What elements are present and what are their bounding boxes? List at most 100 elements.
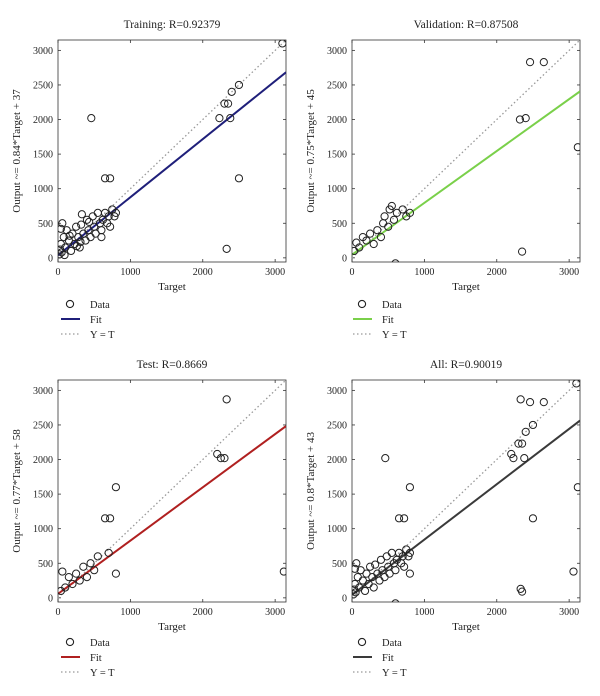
y-tick-label: 3000 (327, 386, 347, 397)
data-point (539, 58, 548, 67)
data-point (517, 247, 527, 256)
legend-data-label: Data (90, 300, 110, 311)
y-tick-label: 1500 (327, 150, 347, 161)
legend: Data Fit Y = T (61, 299, 115, 341)
y-tick-label: 500 (332, 219, 347, 230)
data-point (100, 174, 110, 183)
data-point (391, 599, 400, 602)
data-point (507, 449, 516, 459)
data-point (106, 222, 115, 231)
legend: Data Fit Y = T (353, 299, 407, 341)
data-point (400, 562, 409, 571)
data-point (362, 236, 371, 245)
data-point (380, 212, 389, 221)
data-point (373, 226, 382, 235)
plot-content (352, 380, 580, 602)
data-point (106, 174, 115, 183)
legend-identity-label: Y = T (90, 330, 115, 341)
data-point (222, 395, 231, 404)
data-point (376, 233, 386, 242)
data-point (87, 114, 96, 123)
data-point (371, 560, 380, 569)
data-point (398, 205, 407, 214)
data-point (360, 586, 370, 596)
data-point (111, 208, 121, 217)
x-tick-label: 2000 (193, 607, 213, 618)
fit-line (352, 419, 580, 596)
y-tick-label: 2000 (327, 455, 347, 466)
x-axis-label: Target (158, 621, 186, 633)
x-tick-label: 2000 (487, 267, 507, 278)
legend-fit-label: Fit (382, 653, 394, 664)
x-tick-label: 3000 (265, 267, 285, 278)
y-tick-label: 3000 (33, 46, 53, 57)
data-point (226, 114, 235, 123)
plot-content (58, 380, 286, 599)
data-point (389, 215, 399, 224)
data-point (58, 219, 67, 228)
y-axis-label: Output ~= 0.75*Target + 45 (305, 89, 317, 213)
data-point (111, 483, 121, 492)
data-point (521, 427, 530, 436)
y-tick-label: 0 (342, 253, 347, 264)
plot-content (352, 40, 580, 262)
data-point (365, 562, 375, 571)
x-tick-label: 0 (56, 607, 61, 618)
y-tick-label: 1500 (327, 490, 347, 501)
legend-fit-label: Fit (382, 315, 394, 326)
plot-content (58, 40, 286, 260)
data-point (75, 576, 84, 585)
data-point (93, 552, 102, 561)
y-tick-label: 0 (342, 593, 347, 604)
data-point (104, 212, 113, 221)
y-tick-label: 2000 (33, 455, 53, 466)
data-point (100, 514, 110, 523)
data-point (61, 583, 70, 592)
data-point (520, 454, 529, 463)
data-point (517, 587, 527, 596)
data-point (65, 231, 74, 240)
data-point (77, 220, 86, 229)
data-point (514, 439, 523, 448)
data-point (394, 514, 404, 523)
data-point (234, 80, 244, 90)
legend-data-label: Data (90, 638, 110, 649)
data-point (573, 483, 580, 492)
chart-title: Training: R=0.92379 (124, 19, 221, 31)
data-point (405, 208, 415, 217)
data-point (525, 398, 535, 407)
data-point (405, 548, 415, 557)
data-point (365, 229, 375, 238)
y-axis-label: Output ~= 0.77*Target + 58 (11, 429, 23, 553)
y-tick-label: 0 (48, 593, 53, 604)
data-point (528, 420, 538, 430)
x-tick-label: 1000 (120, 267, 140, 278)
data-point (58, 224, 65, 233)
x-tick-label: 3000 (265, 607, 285, 618)
y-tick-label: 2000 (33, 115, 53, 126)
data-point (58, 567, 67, 576)
data-point (387, 201, 396, 211)
y-tick-label: 1000 (327, 524, 347, 535)
y-tick-label: 1500 (33, 490, 53, 501)
data-point (528, 514, 538, 523)
y-tick-label: 1000 (327, 184, 347, 195)
data-point (352, 238, 361, 247)
data-point (222, 244, 231, 253)
data-point (216, 454, 225, 463)
data-point (381, 454, 390, 463)
y-axis-label: Output ~= 0.84*Target + 37 (11, 89, 23, 213)
data-point (60, 250, 69, 260)
x-axis-label: Target (158, 281, 186, 293)
legend: Data Fit Y = T (353, 637, 407, 679)
plot-area (351, 39, 581, 263)
legend-identity-label: Y = T (90, 668, 115, 679)
data-point (64, 573, 73, 582)
legend-data-marker (65, 299, 75, 309)
legend-identity-label: Y = T (382, 668, 407, 679)
data-point (391, 259, 400, 262)
chart-title: Test: R=0.8669 (137, 359, 208, 371)
identity-line (58, 380, 286, 599)
data-point (400, 514, 409, 523)
legend-identity-label: Y = T (382, 330, 407, 341)
